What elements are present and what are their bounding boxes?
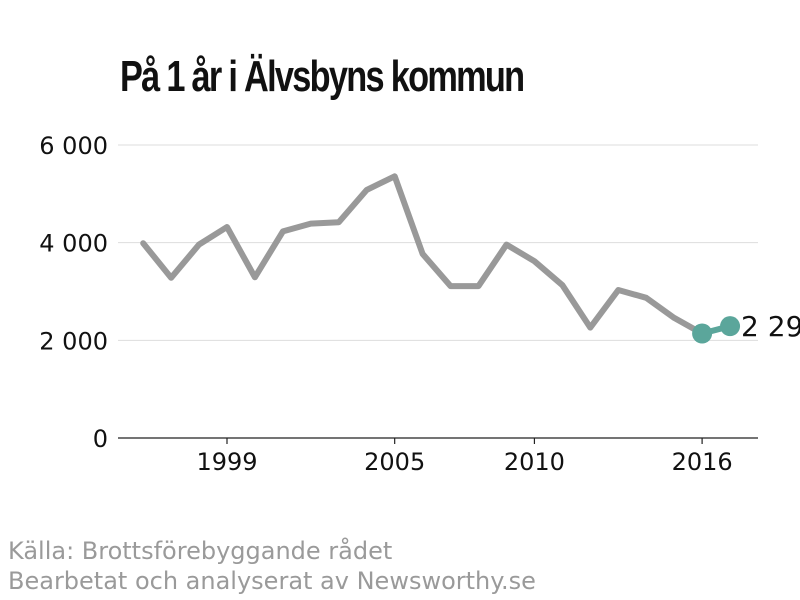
x-tick-label: 2010 xyxy=(504,448,565,476)
x-tick-label: 2005 xyxy=(364,448,425,476)
y-tick-label: 4 000 xyxy=(39,230,108,258)
series-line xyxy=(140,173,706,337)
gridlines xyxy=(118,144,758,341)
y-tick-label: 6 000 xyxy=(39,132,108,160)
y-axis-ticks: 0 2 000 4 000 6 000 xyxy=(39,132,108,453)
source-line: Källa: Brottsförebyggande rådet xyxy=(8,537,393,565)
highlight-point xyxy=(692,323,713,344)
credit-line: Bearbetat och analyserat av Newsworthy.s… xyxy=(8,567,536,595)
highlight-point xyxy=(720,316,741,337)
y-tick-label: 0 xyxy=(93,425,108,453)
source-note: Källa: Brottsförebyggande rådet Bearbeta… xyxy=(8,536,536,596)
end-value-label: 2 29 xyxy=(741,310,800,343)
y-tick-label: 2 000 xyxy=(39,327,108,355)
x-axis-ticks: 1999 2005 2010 2016 xyxy=(196,438,733,476)
x-tick-label: 1999 xyxy=(196,448,257,476)
highlight-points xyxy=(692,316,741,344)
chart-title: På 1 år i Älvsbyns kommun xyxy=(120,52,525,101)
x-tick-label: 2016 xyxy=(672,448,733,476)
